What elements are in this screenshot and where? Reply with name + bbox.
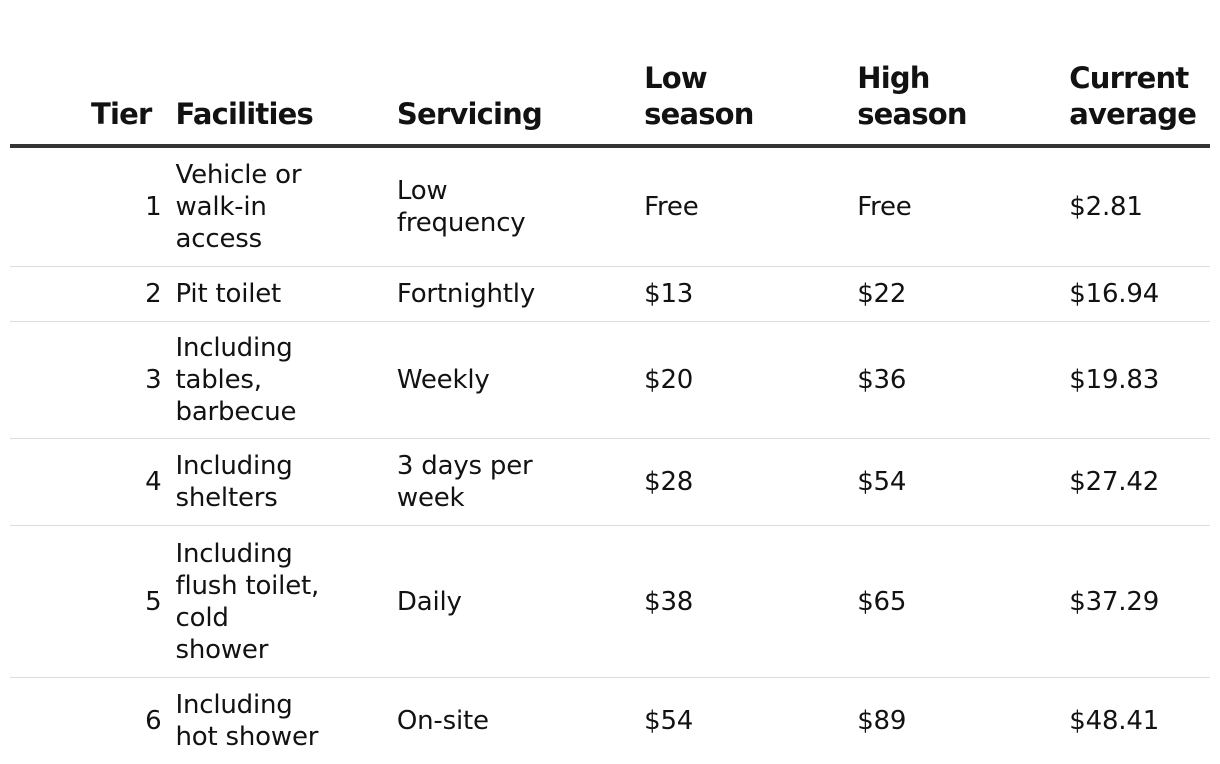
cell-high-season: $54: [857, 439, 1069, 526]
cell-facilities-line: Including: [176, 450, 391, 482]
cell-facilities: Including shelters: [176, 439, 397, 526]
header-high-season-line-1: High: [857, 60, 1069, 96]
cell-servicing: 3 days per week: [397, 439, 644, 526]
header-current-average: Current average: [1069, 0, 1210, 146]
cell-low-season: $28: [644, 439, 857, 526]
table-row-tier-6: 6 Including hot shower On-site $54 $89 $…: [10, 678, 1210, 764]
cell-tier: 1: [10, 146, 176, 267]
cell-current-average: $48.41: [1069, 678, 1210, 764]
cell-high-season: $36: [857, 322, 1069, 439]
cell-tier: 3: [10, 322, 176, 439]
cell-low-season: $54: [644, 678, 857, 764]
cell-facilities-line: shelters: [176, 482, 391, 514]
cell-facilities: Including flush toilet, cold shower: [176, 526, 397, 678]
header-current-average-line-2: average: [1069, 96, 1210, 132]
cell-facilities-line: tables,: [176, 364, 391, 396]
cell-current-average: $27.42: [1069, 439, 1210, 526]
cell-current-average: $37.29: [1069, 526, 1210, 678]
header-tier: Tier: [10, 0, 176, 146]
cell-facilities: Including tables, barbecue: [176, 322, 397, 439]
cell-low-season: $13: [644, 267, 857, 322]
cell-facilities-line: flush toilet,: [176, 570, 391, 602]
header-low-season-line-1: Low: [644, 60, 857, 96]
cell-servicing-line: Low: [397, 175, 644, 207]
cell-low-season: $38: [644, 526, 857, 678]
header-low-season-line-2: season: [644, 96, 857, 132]
cell-servicing: Fortnightly: [397, 267, 644, 322]
table-header: Tier Facilities Servicing Low season Hig…: [10, 0, 1210, 146]
cell-current-average: $16.94: [1069, 267, 1210, 322]
table-row-tier-2: 2 Pit toilet Fortnightly $13 $22 $16.94: [10, 267, 1210, 322]
header-low-season: Low season: [644, 0, 857, 146]
cell-low-season: $20: [644, 322, 857, 439]
cell-facilities-line: access: [176, 223, 391, 255]
cell-servicing: Daily: [397, 526, 644, 678]
cell-servicing-line: Fortnightly: [397, 278, 644, 310]
cell-tier: 5: [10, 526, 176, 678]
cell-facilities-line: cold: [176, 602, 391, 634]
cell-servicing: Weekly: [397, 322, 644, 439]
header-high-season-line-2: season: [857, 96, 1069, 132]
cell-facilities: Pit toilet: [176, 267, 397, 322]
table-row-tier-1: 1 Vehicle or walk-in access Low frequenc…: [10, 146, 1210, 267]
cell-low-season: Free: [644, 146, 857, 267]
cell-high-season: $89: [857, 678, 1069, 764]
cell-tier: 6: [10, 678, 176, 764]
cell-servicing: On-site: [397, 678, 644, 764]
cell-facilities-line: Vehicle or: [176, 159, 391, 191]
tier-fee-table: Tier Facilities Servicing Low season Hig…: [10, 0, 1210, 764]
tier-fee-table-container: Tier Facilities Servicing Low season Hig…: [10, 0, 1210, 764]
cell-facilities-line: barbecue: [176, 396, 391, 428]
header-current-average-line-1: Current: [1069, 60, 1210, 96]
cell-servicing-line: frequency: [397, 207, 644, 239]
header-row: Tier Facilities Servicing Low season Hig…: [10, 0, 1210, 146]
header-facilities: Facilities: [176, 0, 397, 146]
cell-servicing-line: Daily: [397, 586, 644, 618]
cell-servicing: Low frequency: [397, 146, 644, 267]
cell-facilities-line: Including: [176, 538, 391, 570]
cell-facilities-line: shower: [176, 634, 391, 666]
cell-tier: 2: [10, 267, 176, 322]
cell-tier: 4: [10, 439, 176, 526]
cell-facilities: Vehicle or walk-in access: [176, 146, 397, 267]
cell-high-season: $22: [857, 267, 1069, 322]
table-row-tier-3: 3 Including tables, barbecue Weekly $20 …: [10, 322, 1210, 439]
cell-facilities-line: Including: [176, 332, 391, 364]
cell-servicing-line: On-site: [397, 705, 644, 737]
cell-facilities-line: Pit toilet: [176, 278, 391, 310]
cell-servicing-line: 3 days per: [397, 450, 644, 482]
cell-facilities-line: walk-in: [176, 191, 391, 223]
header-high-season: High season: [857, 0, 1069, 146]
cell-high-season: Free: [857, 146, 1069, 267]
cell-facilities-line: hot shower: [176, 721, 391, 753]
table-body: 1 Vehicle or walk-in access Low frequenc…: [10, 146, 1210, 764]
table-row-tier-5: 5 Including flush toilet, cold shower Da…: [10, 526, 1210, 678]
cell-facilities-line: Including: [176, 689, 391, 721]
cell-facilities: Including hot shower: [176, 678, 397, 764]
cell-current-average: $2.81: [1069, 146, 1210, 267]
cell-high-season: $65: [857, 526, 1069, 678]
cell-current-average: $19.83: [1069, 322, 1210, 439]
cell-servicing-line: week: [397, 482, 644, 514]
table-row-tier-4: 4 Including shelters 3 days per week $28…: [10, 439, 1210, 526]
header-servicing: Servicing: [397, 0, 644, 146]
cell-servicing-line: Weekly: [397, 364, 644, 396]
